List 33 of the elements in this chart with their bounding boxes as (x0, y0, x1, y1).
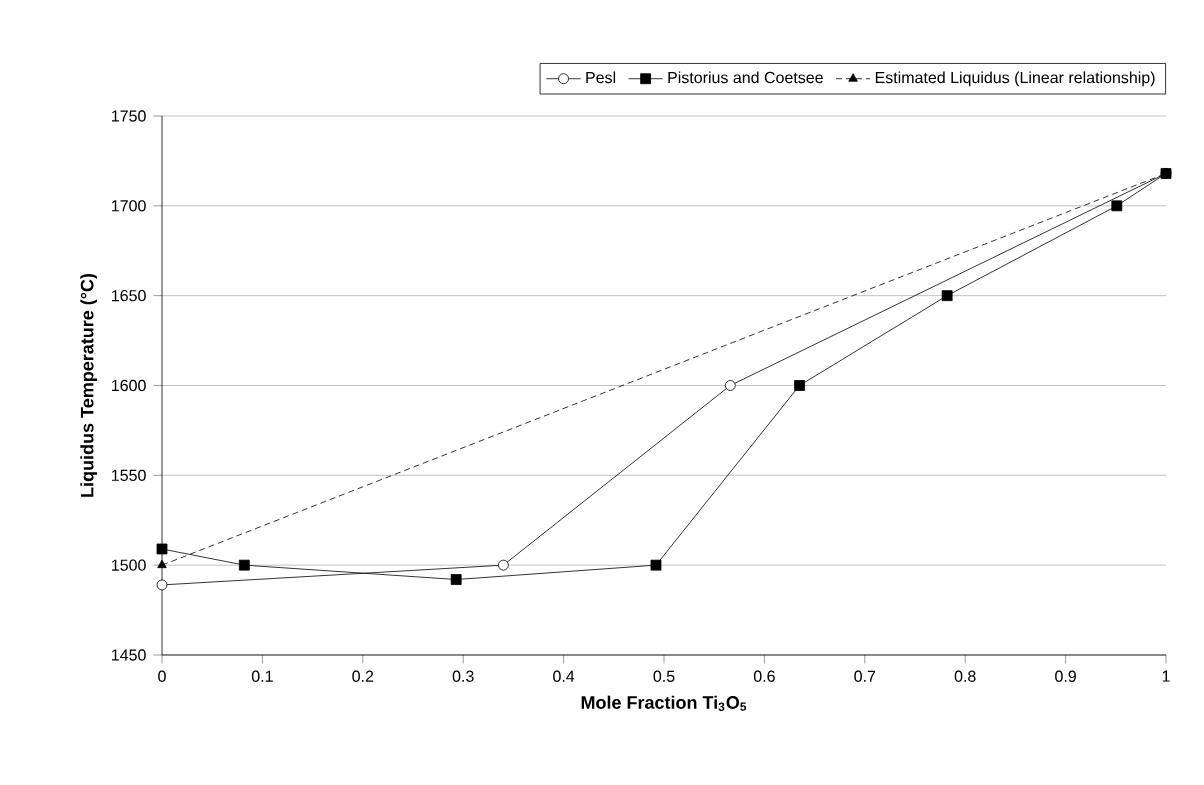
x-tick-label: 0.4 (553, 670, 575, 682)
x-tick-label: 0.7 (854, 670, 876, 682)
x-tick-label: 0.6 (753, 670, 775, 682)
y-tick-label: 1650 (112, 289, 146, 302)
y-tick-label: 1750 (112, 110, 146, 122)
x-tick-label: 0.9 (1055, 670, 1076, 682)
x-tick-label: 1 (1162, 670, 1170, 682)
point (450, 574, 462, 585)
point (497, 559, 509, 571)
x-tick-label: 0 (158, 670, 166, 682)
point (156, 543, 168, 555)
x-tick-label: 0.3 (452, 670, 474, 682)
x-tick-label: 0.8 (954, 670, 976, 682)
point (794, 380, 805, 391)
point (238, 559, 250, 571)
x-tick-label: 0.5 (653, 670, 675, 682)
point (156, 579, 168, 591)
y-tick-label: 1700 (112, 200, 146, 212)
x-axis-title: Mole Fraction Ti$_{3}$O$_{5}$ (581, 695, 747, 711)
y-axis-title: Liquidus Temperature (°C) (80, 273, 98, 497)
point (1111, 200, 1123, 212)
y-tick-label: 1500 (112, 559, 146, 571)
point (650, 559, 662, 571)
legend-label: Estimated Liquidus (Linear relationship) (875, 71, 1155, 87)
legend-label: Pistorius and Coetsee (668, 71, 823, 84)
x-tick-label: 0.1 (251, 670, 273, 682)
legend-label: Pesl (586, 71, 616, 84)
y-tick-label: 1450 (112, 649, 146, 661)
point (724, 380, 736, 391)
point (941, 290, 953, 302)
x-tick-label: 0.2 (352, 670, 374, 682)
y-tick-label: 1550 (112, 469, 146, 481)
y-tick-label: 1600 (112, 379, 146, 392)
